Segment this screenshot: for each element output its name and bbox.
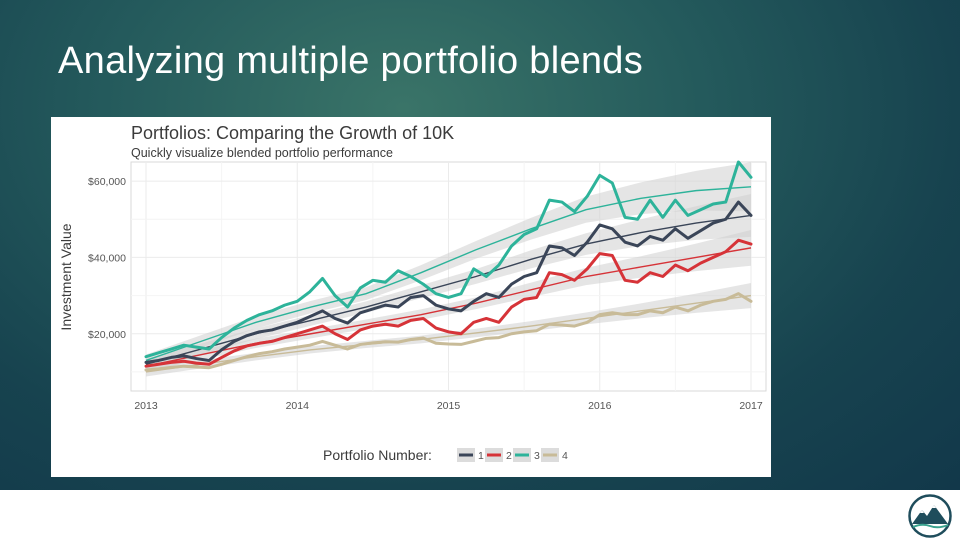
legend-label-1: 1 [478,450,484,462]
legend-label-4: 4 [562,450,568,462]
mountain-logo-icon [908,494,952,538]
y-tick-label: $40,000 [88,252,126,264]
series-line-3 [144,160,753,359]
y-axis-label: Investment Value [58,223,74,330]
legend-title: Portfolio Number: [323,447,432,463]
confidence-band-3 [146,162,751,367]
x-tick-label: 2016 [588,400,612,412]
legend-label-2: 2 [506,450,512,462]
chart-card: Portfolios: Comparing the Growth of 10K … [51,117,771,477]
footer-bar [0,490,960,540]
series-line-4 [144,292,753,372]
y-tick-label: $60,000 [88,176,126,188]
x-tick-label: 2014 [286,400,310,412]
confidence-band-4 [146,282,751,377]
slide-title: Analyzing multiple portfolio blends [58,40,644,82]
legend-label-3: 3 [534,450,540,462]
chart-title: Portfolios: Comparing the Growth of 10K [131,123,454,143]
x-tick-label: 2013 [134,400,158,412]
trend-line-3 [145,186,752,362]
series-line-2 [144,238,753,368]
chart-subtitle: Quickly visualize blended portfolio perf… [131,146,393,160]
confidence-band-1 [146,194,751,370]
x-tick-label: 2017 [739,400,763,412]
growth-chart: Portfolios: Comparing the Growth of 10K … [58,123,767,463]
x-tick-label: 2015 [437,400,461,412]
y-tick-label: $20,000 [88,329,126,341]
series-line-1 [144,200,753,364]
